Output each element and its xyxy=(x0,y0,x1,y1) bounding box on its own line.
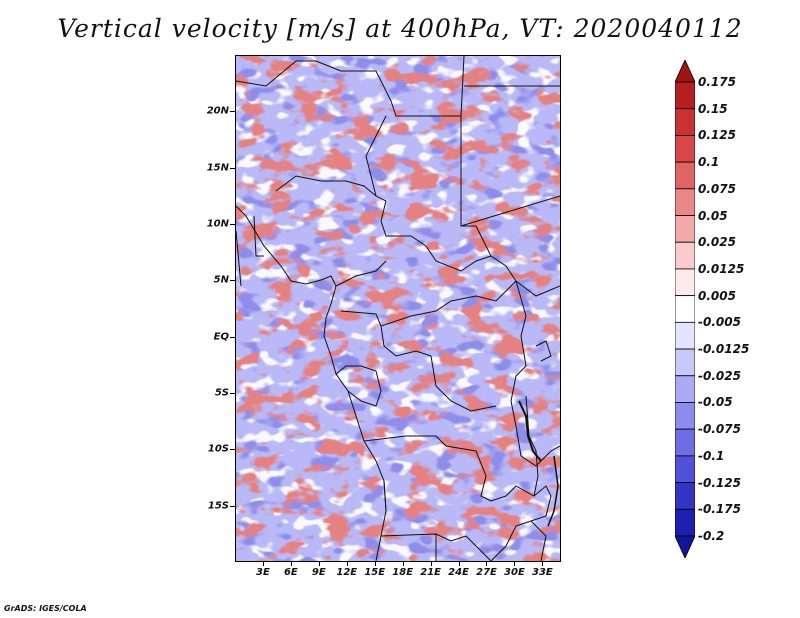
lon-tick xyxy=(290,562,292,566)
lat-label: 10S xyxy=(207,443,229,455)
colorbar-level-label: 0.125 xyxy=(698,128,736,143)
chart-title: Vertical velocity [m/s] at 400hPa, VT: 2… xyxy=(57,14,743,43)
lat-tick xyxy=(230,167,235,169)
colorbar-swatch xyxy=(674,348,696,377)
lon-tick xyxy=(430,562,432,566)
lon-label: 30E xyxy=(504,567,525,578)
colorbar-graphic xyxy=(674,59,696,559)
lon-tick xyxy=(402,562,404,566)
colorbar-swatch xyxy=(674,135,696,163)
lon-tick xyxy=(542,562,544,566)
lat-label: EQ xyxy=(213,331,229,343)
colorbar-swatch xyxy=(674,482,696,510)
lon-tick xyxy=(262,562,264,566)
colorbar-level-label: -0.025 xyxy=(698,368,741,383)
colorbar-level-label: -0.175 xyxy=(698,502,741,517)
velocity-field-texture xyxy=(236,56,560,561)
lon-tick xyxy=(374,562,376,566)
lon-label: 21E xyxy=(420,567,441,578)
colorbar-level-label: -0.2 xyxy=(698,529,725,543)
colorbar-swatch xyxy=(674,215,696,243)
lat-label: 10N xyxy=(206,218,229,230)
colorbar-level-label: 0.15 xyxy=(698,101,728,116)
colorbar-swatch xyxy=(674,108,696,136)
colorbar-level-label: 0.175 xyxy=(698,75,736,89)
colorbar-swatch xyxy=(674,455,696,483)
grads-credit: GrADS: IGES/COLA xyxy=(4,604,87,613)
colorbar-level-label: 0.075 xyxy=(698,181,736,196)
colorbar-level-label: -0.0125 xyxy=(698,342,750,357)
lat-tick xyxy=(230,280,235,282)
lon-tick xyxy=(346,562,348,566)
colorbar-level-label: 0.0125 xyxy=(698,261,745,276)
country-borders xyxy=(236,56,560,561)
colorbar-bottom-triangle xyxy=(674,535,696,559)
colorbar-swatch xyxy=(674,268,696,297)
lon-tick xyxy=(318,562,320,566)
lon-label: 15E xyxy=(364,567,386,578)
colorbar-level-label: -0.1 xyxy=(698,448,725,463)
lon-tick xyxy=(486,562,488,566)
lon-label: 27E xyxy=(476,567,497,578)
colorbar-level-label: 0.05 xyxy=(698,208,728,223)
colorbar-level-label: -0.125 xyxy=(698,475,741,490)
lon-label: 18E xyxy=(392,567,414,578)
lon-label: 24E xyxy=(448,567,469,578)
colorbar-level-label: -0.075 xyxy=(698,422,741,437)
colorbar-swatch xyxy=(674,188,696,216)
lon-label: 12E xyxy=(336,567,358,578)
lon-tick xyxy=(458,562,460,566)
colorbar-swatch xyxy=(674,81,696,110)
lat-label: 5N xyxy=(213,274,229,286)
colorbar-level-label: -0.05 xyxy=(698,395,733,410)
lat-tick xyxy=(230,505,235,507)
vertical-velocity-map xyxy=(236,56,560,561)
lat-tick xyxy=(230,449,235,451)
lat-label: 15N xyxy=(206,162,229,174)
map-panel xyxy=(235,55,561,562)
colorbar-swatch xyxy=(674,241,696,270)
lat-tick xyxy=(230,393,235,394)
lat-tick xyxy=(230,224,235,225)
colorbar-level-label: -0.005 xyxy=(698,315,741,330)
lat-tick xyxy=(230,111,235,113)
colorbar-swatch xyxy=(674,428,696,457)
colorbar-level-label: 0.025 xyxy=(698,235,736,250)
colorbar-top-triangle xyxy=(674,59,696,83)
colorbar-level-label: 0.005 xyxy=(698,288,736,303)
colorbar-swatch xyxy=(674,375,696,403)
lat-label: 5S xyxy=(214,387,229,399)
lon-tick xyxy=(514,562,516,566)
lat-label: 20N xyxy=(206,105,229,117)
lon-label: 33E xyxy=(531,567,553,578)
colorbar-swatch xyxy=(674,295,696,323)
lon-label: 9E xyxy=(311,567,326,578)
colorbar xyxy=(674,59,696,559)
colorbar-swatch xyxy=(674,508,696,537)
colorbar-swatch xyxy=(674,402,696,430)
lon-label: 3E xyxy=(256,567,270,578)
colorbar-swatch xyxy=(674,321,696,350)
lon-label: 6E xyxy=(283,567,298,578)
lat-label: 15S xyxy=(207,500,229,512)
colorbar-level-label: 0.1 xyxy=(698,155,720,170)
colorbar-swatch xyxy=(674,161,696,190)
lat-tick xyxy=(230,336,235,338)
